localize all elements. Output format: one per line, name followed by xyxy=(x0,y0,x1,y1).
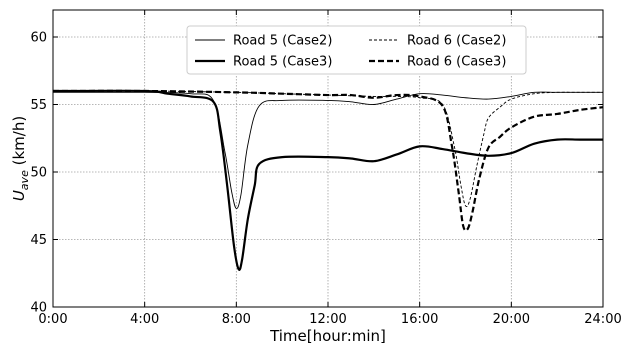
x-tick-label: 4:00 xyxy=(130,312,159,327)
series-line-road-5-case2 xyxy=(53,91,603,209)
y-axis-label-main: U xyxy=(10,190,28,201)
series-line-road-6-case3 xyxy=(53,89,603,232)
x-axis-label: Time[hour:min] xyxy=(269,327,386,345)
legend-label: Road 6 (Case2) xyxy=(407,34,506,49)
y-tick-label: 40 xyxy=(30,301,47,316)
legend-label: Road 5 (Case3) xyxy=(233,55,332,70)
x-tick-label: 0:00 xyxy=(38,312,67,327)
series-line-road-6-case2 xyxy=(53,90,603,208)
axis-ticks: 0:00 4:00 8:00 12:00 16:00 20:00 24:00 40 45 50 55… xyxy=(30,10,622,327)
y-axis-label: Uave (km/h) xyxy=(10,116,31,201)
legend-item: Road 6 (Case3) xyxy=(369,55,506,70)
legend-label: Road 5 (Case2) xyxy=(233,34,332,49)
legend-box xyxy=(186,25,527,75)
series-lines xyxy=(53,89,603,271)
y-tick-label: 50 xyxy=(30,166,47,181)
series-line-road-5-case3 xyxy=(53,89,603,271)
legend-item: Road 6 (Case2) xyxy=(369,34,506,49)
legend-item: Road 5 (Case2) xyxy=(195,34,332,49)
x-tick-label: 20:00 xyxy=(493,312,530,327)
y-axis-label-unit: (km/h) xyxy=(10,116,28,170)
x-tick-label: 12:00 xyxy=(309,312,346,327)
x-tick-label: 16:00 xyxy=(401,312,438,327)
x-tick-label: 24:00 xyxy=(584,312,621,327)
legend-label: Road 6 (Case3) xyxy=(407,55,506,70)
legend-item: Road 5 (Case3) xyxy=(195,55,332,70)
legend: Road 5 (Case2) Road 5 (Case3) Road 6 (Case… xyxy=(186,25,527,75)
y-tick-label: 45 xyxy=(30,233,47,248)
x-tick-label: 8:00 xyxy=(222,312,251,327)
y-tick-label: 60 xyxy=(30,31,47,46)
y-tick-label: 55 xyxy=(30,98,47,113)
y-axis-label-subscript: ave xyxy=(18,170,31,190)
